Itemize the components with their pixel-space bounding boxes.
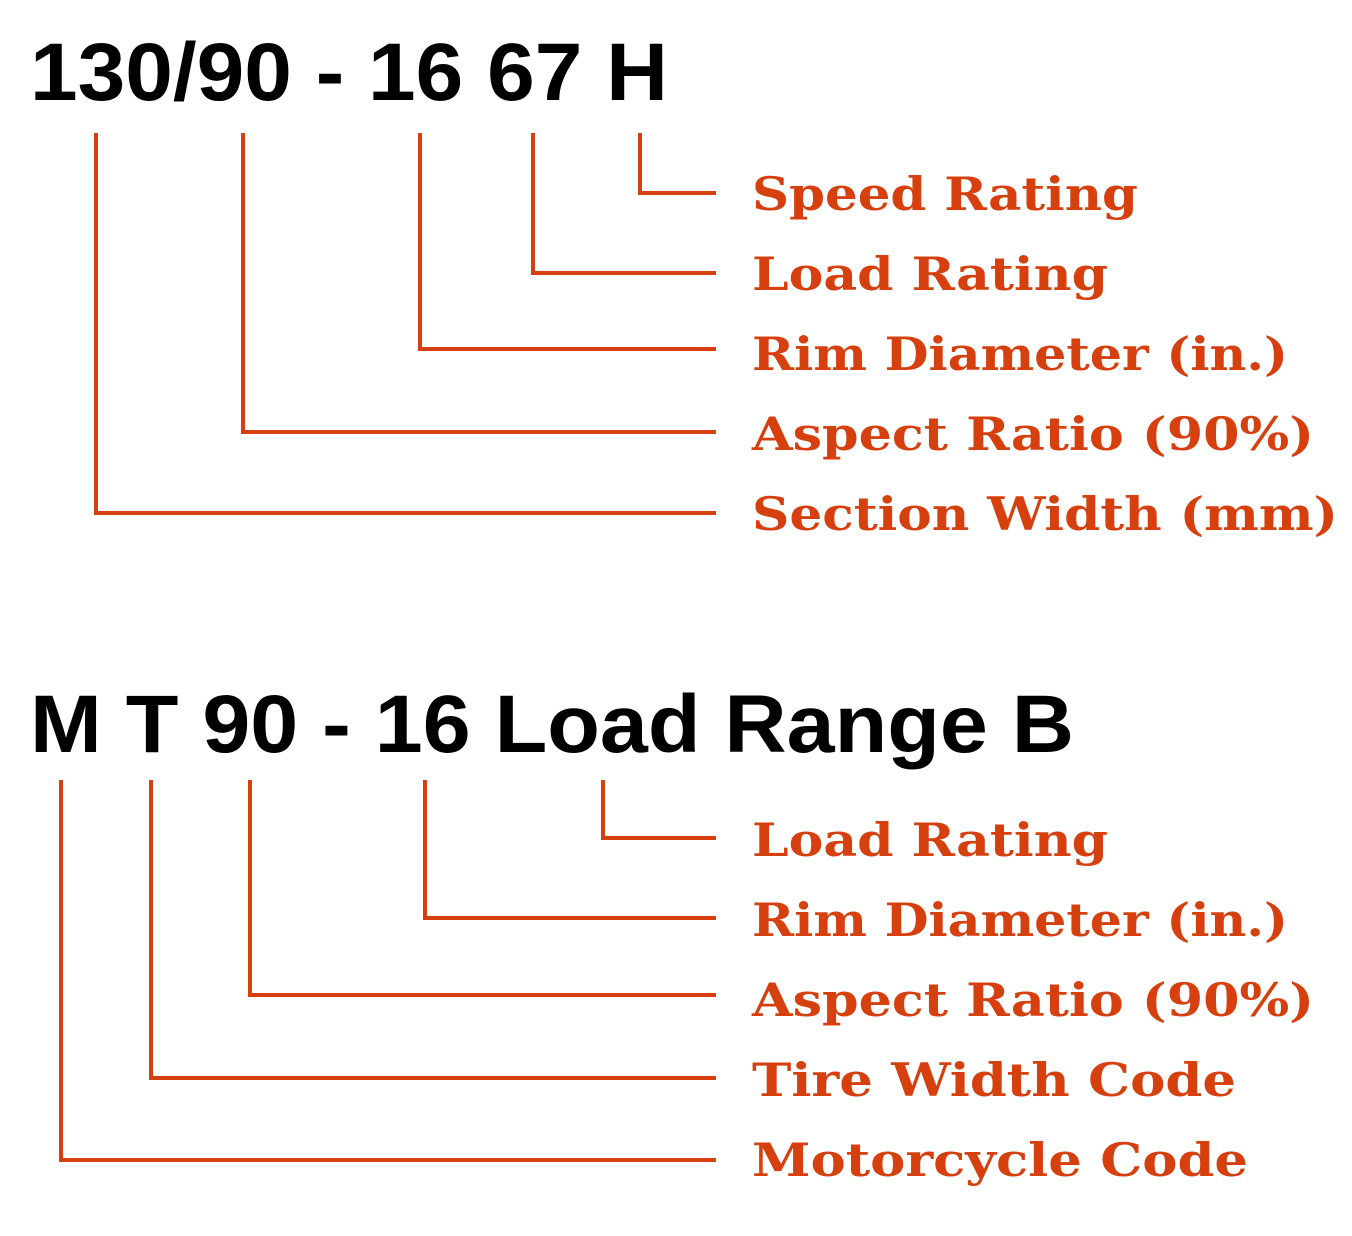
label-motorcycle-code: Motorcycle Code — [752, 1133, 1248, 1187]
connector-load-rating — [601, 780, 716, 840]
label-rim-diameter: Rim Diameter (in.) — [752, 327, 1288, 381]
label-section-width: Section Width (mm) — [752, 487, 1338, 541]
connector-motorcycle-code — [59, 780, 716, 1162]
label-load-rating: Load Rating — [752, 813, 1108, 867]
label-load-rating: Load Rating — [752, 247, 1108, 301]
diagram-alphanumeric-code: M T 90 - 16 Load Range B Load Rating Rim… — [30, 679, 1314, 1187]
tire-code-1: 130/90 - 16 67 H — [30, 27, 668, 118]
connector-rim-diameter — [423, 780, 716, 920]
label-speed-rating: Speed Rating — [752, 167, 1138, 221]
label-rim-diameter: Rim Diameter (in.) — [752, 893, 1288, 947]
connector-aspect-ratio — [241, 133, 716, 434]
connector-aspect-ratio — [248, 780, 716, 997]
diagram-standard-code: 130/90 - 16 67 H Speed Rating Load Ratin… — [30, 27, 1338, 541]
connector-rim-diameter — [418, 133, 716, 351]
connector-speed-rating — [638, 133, 716, 195]
label-tire-width-code: Tire Width Code — [752, 1053, 1236, 1107]
connector-load-rating — [531, 133, 716, 275]
label-aspect-ratio: Aspect Ratio (90%) — [751, 407, 1314, 461]
label-aspect-ratio: Aspect Ratio (90%) — [751, 973, 1314, 1027]
connector-tire-width-code — [149, 780, 716, 1080]
tire-code-2: M T 90 - 16 Load Range B — [30, 679, 1074, 770]
connector-section-width — [94, 133, 716, 515]
